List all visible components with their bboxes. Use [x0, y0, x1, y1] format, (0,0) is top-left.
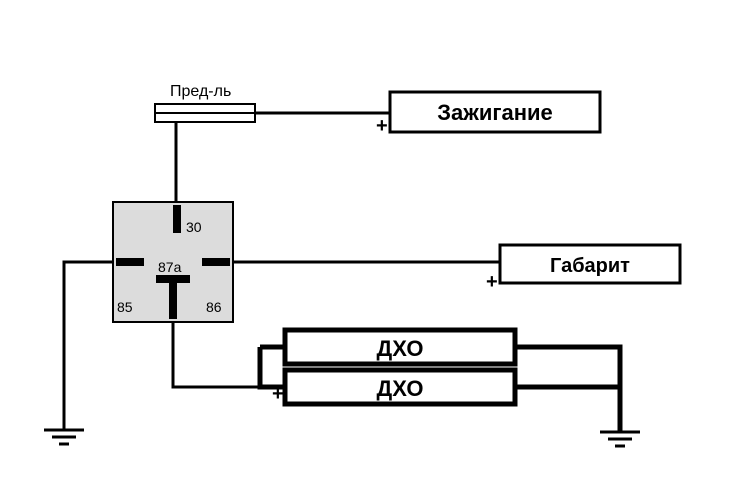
- relay-pin-87a-stem: [169, 283, 177, 319]
- fuse-label: Пред-ль: [170, 83, 231, 100]
- relay-pin-label-30: 30: [186, 219, 202, 235]
- plus-mark-marker: +: [486, 271, 498, 293]
- box-label-marker: Габарит: [550, 255, 630, 277]
- box-label-drl1: ДХО: [377, 336, 424, 361]
- relay-pin-label-85: 85: [117, 299, 133, 315]
- relay-pin-86: [202, 258, 230, 266]
- relay-pin-label-86: 86: [206, 299, 222, 315]
- plus-mark-ignition: +: [376, 115, 388, 137]
- plus-mark-drl: +: [272, 383, 284, 405]
- relay-pin-87a-bar: [156, 275, 190, 283]
- relay-pin-85: [116, 258, 144, 266]
- box-label-drl2: ДХО: [377, 376, 424, 401]
- relay-pin-30: [173, 205, 181, 233]
- box-label-ignition: Зажигание: [437, 100, 553, 125]
- relay-pin-label-87a: 87a: [158, 259, 182, 275]
